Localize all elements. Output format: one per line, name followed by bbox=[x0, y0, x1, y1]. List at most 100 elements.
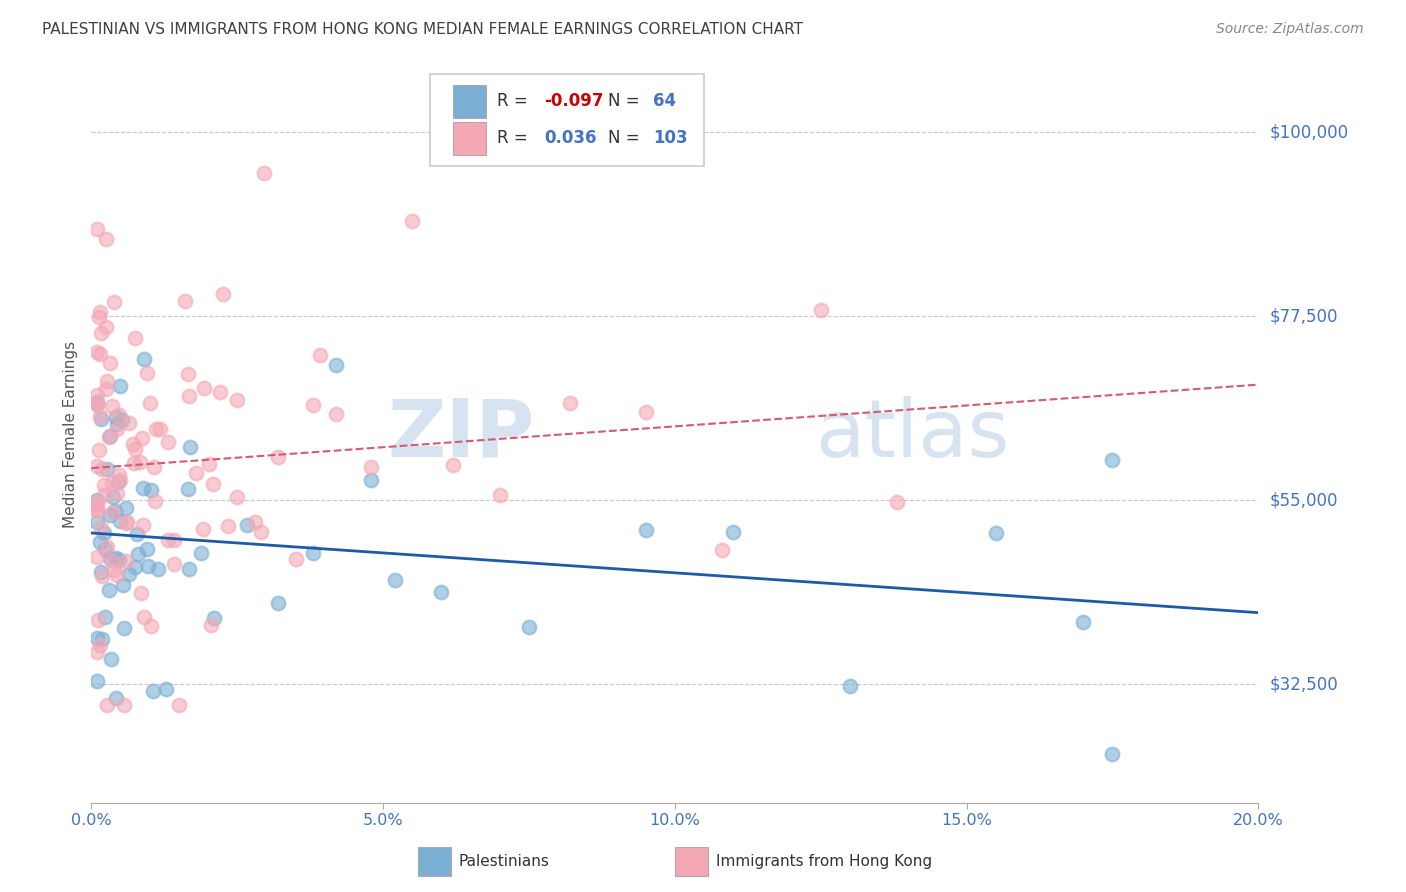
Point bbox=[129, 585, 152, 599]
Point bbox=[1101, 747, 1123, 761]
Point bbox=[96, 461, 118, 475]
FancyBboxPatch shape bbox=[453, 122, 486, 155]
Point bbox=[100, 508, 122, 522]
Point bbox=[90, 520, 112, 534]
Point bbox=[124, 330, 146, 344]
Point bbox=[145, 422, 167, 436]
Point bbox=[267, 596, 290, 610]
Point bbox=[125, 526, 148, 541]
Point bbox=[118, 566, 141, 581]
Text: PALESTINIAN VS IMMIGRANTS FROM HONG KONG MEDIAN FEMALE EARNINGS CORRELATION CHAR: PALESTINIAN VS IMMIGRANTS FROM HONG KONG… bbox=[42, 22, 803, 37]
Point bbox=[193, 521, 215, 535]
Point bbox=[101, 399, 124, 413]
Point bbox=[634, 405, 657, 419]
Point bbox=[114, 554, 136, 568]
Point bbox=[177, 482, 200, 496]
Point bbox=[103, 562, 125, 576]
Point bbox=[179, 562, 201, 576]
Point bbox=[94, 542, 117, 557]
Point bbox=[212, 286, 235, 301]
Text: 64: 64 bbox=[652, 92, 676, 110]
Point bbox=[98, 429, 121, 443]
Point bbox=[267, 450, 290, 464]
Point bbox=[325, 358, 347, 372]
Point bbox=[98, 429, 121, 443]
FancyBboxPatch shape bbox=[675, 847, 707, 876]
Point bbox=[96, 382, 118, 396]
Text: $32,500: $32,500 bbox=[1270, 675, 1339, 693]
Point bbox=[200, 617, 222, 632]
Point bbox=[108, 379, 131, 393]
Point bbox=[86, 673, 108, 688]
Point bbox=[132, 352, 155, 367]
Point bbox=[86, 496, 108, 510]
Point bbox=[86, 502, 108, 516]
FancyBboxPatch shape bbox=[430, 74, 704, 166]
Text: atlas: atlas bbox=[815, 396, 1010, 474]
Point bbox=[108, 552, 131, 566]
Point bbox=[98, 356, 121, 370]
Point bbox=[217, 519, 239, 533]
Text: Source: ZipAtlas.com: Source: ZipAtlas.com bbox=[1216, 22, 1364, 37]
Text: 0.036: 0.036 bbox=[544, 129, 596, 147]
Text: N =: N = bbox=[609, 92, 645, 110]
Point bbox=[89, 535, 111, 549]
Point bbox=[107, 475, 129, 489]
Point bbox=[984, 526, 1007, 541]
Point bbox=[101, 475, 124, 490]
Point bbox=[132, 610, 155, 624]
Point bbox=[155, 682, 177, 697]
Point bbox=[193, 381, 215, 395]
Text: ZIP: ZIP bbox=[388, 396, 534, 474]
Point bbox=[101, 490, 124, 504]
Point bbox=[86, 498, 108, 512]
Point bbox=[93, 610, 115, 624]
Point bbox=[226, 491, 249, 505]
Point bbox=[98, 583, 121, 598]
Point bbox=[105, 568, 128, 582]
Point bbox=[360, 473, 382, 487]
Point bbox=[90, 326, 112, 341]
Point bbox=[86, 458, 108, 473]
Point bbox=[146, 562, 169, 576]
Point bbox=[86, 397, 108, 411]
Point bbox=[139, 619, 162, 633]
Point bbox=[250, 524, 273, 539]
Point bbox=[517, 620, 540, 634]
Point bbox=[96, 319, 118, 334]
Point bbox=[115, 516, 138, 530]
Point bbox=[112, 698, 135, 712]
Point bbox=[430, 585, 453, 599]
Point bbox=[86, 397, 108, 411]
Point bbox=[103, 295, 125, 310]
Point bbox=[117, 416, 139, 430]
Point bbox=[162, 558, 184, 572]
Point bbox=[284, 551, 307, 566]
FancyBboxPatch shape bbox=[453, 85, 486, 118]
Point bbox=[1073, 615, 1095, 630]
Point bbox=[86, 395, 108, 409]
Point bbox=[384, 573, 406, 587]
Point bbox=[86, 550, 108, 565]
Point bbox=[104, 690, 127, 705]
Text: Immigrants from Hong Kong: Immigrants from Hong Kong bbox=[716, 855, 932, 869]
Point bbox=[108, 515, 131, 529]
Point bbox=[101, 554, 124, 568]
Point bbox=[104, 503, 127, 517]
Point bbox=[1101, 453, 1123, 467]
Point bbox=[190, 546, 212, 560]
Point bbox=[177, 389, 200, 403]
Point bbox=[710, 542, 733, 557]
Point bbox=[401, 214, 423, 228]
Point bbox=[186, 466, 208, 480]
Point bbox=[107, 408, 129, 422]
Point bbox=[86, 493, 108, 508]
Point bbox=[723, 524, 745, 539]
Point bbox=[111, 578, 134, 592]
FancyBboxPatch shape bbox=[418, 847, 451, 876]
Point bbox=[325, 407, 347, 421]
Point bbox=[136, 366, 159, 380]
Point bbox=[489, 488, 512, 502]
Point bbox=[91, 462, 114, 476]
Point bbox=[810, 303, 832, 318]
